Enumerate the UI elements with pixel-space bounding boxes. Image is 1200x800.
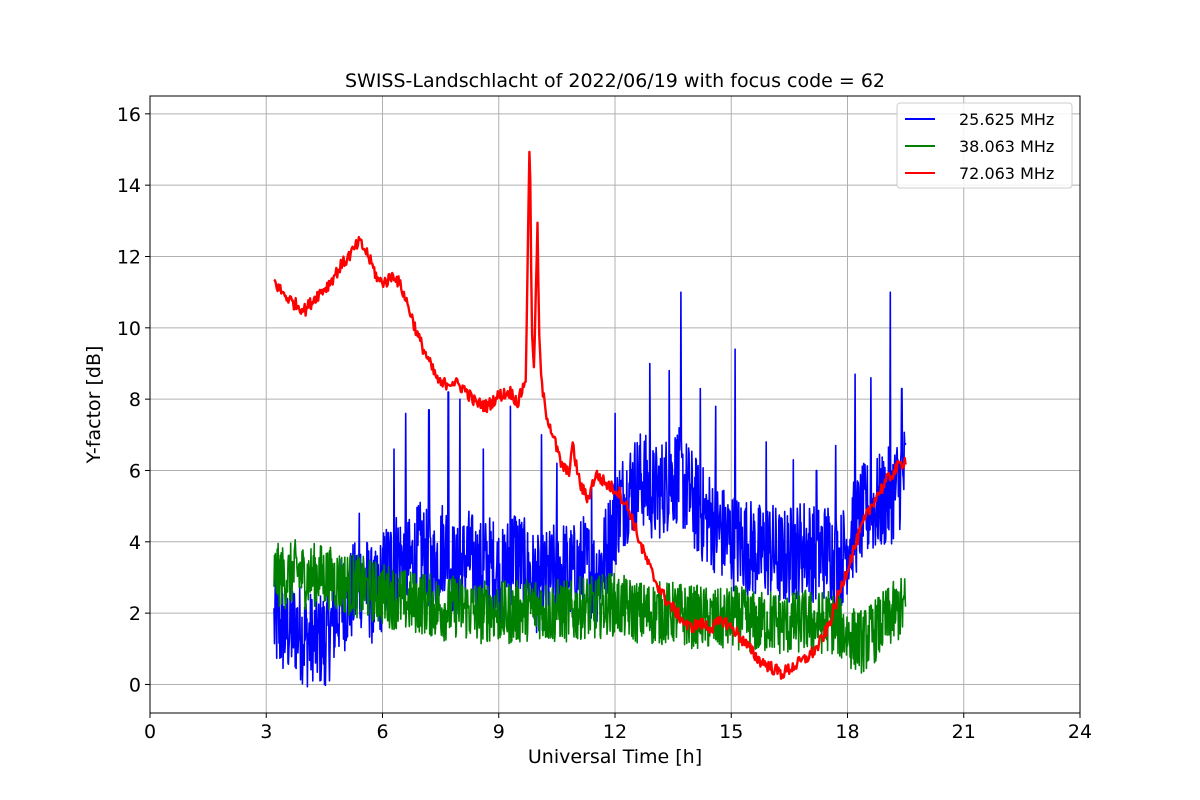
x-tick-label: 6	[376, 721, 388, 743]
x-tick-label: 15	[719, 721, 743, 743]
legend: 25.625 MHz 38.063 MHz 72.063 MHz	[896, 102, 1073, 189]
x-tick-label: 0	[144, 721, 156, 743]
y-tick-label: 12	[117, 246, 141, 268]
x-tick-label: 12	[603, 721, 627, 743]
legend-label: 38.063 MHz	[959, 137, 1054, 156]
y-tick-label: 14	[117, 175, 141, 197]
plot-series	[273, 150, 907, 688]
y-tick-label: 0	[129, 674, 141, 696]
x-tick-label: 3	[260, 721, 272, 743]
y-tick-label: 8	[129, 389, 141, 411]
legend-label: 72.063 MHz	[959, 164, 1054, 183]
y-tick-label: 16	[117, 104, 141, 126]
x-tick-label: 18	[835, 721, 859, 743]
chart-title: SWISS-Landschlacht of 2022/06/19 with fo…	[345, 70, 885, 92]
y-tick-label: 10	[117, 318, 141, 340]
x-tick-label: 21	[952, 721, 976, 743]
series-line	[273, 538, 907, 674]
y-axis-ticks: 0 2 4 6 8 10 12 14 16	[117, 104, 150, 696]
series-line	[273, 150, 907, 680]
y-tick-label: 4	[129, 532, 141, 554]
legend-label: 25.625 MHz	[959, 110, 1054, 129]
x-axis-label: Universal Time [h]	[528, 746, 702, 768]
y-tick-label: 6	[129, 460, 141, 482]
x-axis-ticks: 0 3 6 9 12 15 18 21 24	[144, 713, 1092, 743]
legend-box	[896, 102, 1073, 189]
y-axis-label: Y-factor [dB]	[83, 346, 105, 465]
x-tick-label: 9	[493, 721, 505, 743]
y-tick-label: 2	[129, 603, 141, 625]
x-tick-label: 24	[1068, 721, 1092, 743]
